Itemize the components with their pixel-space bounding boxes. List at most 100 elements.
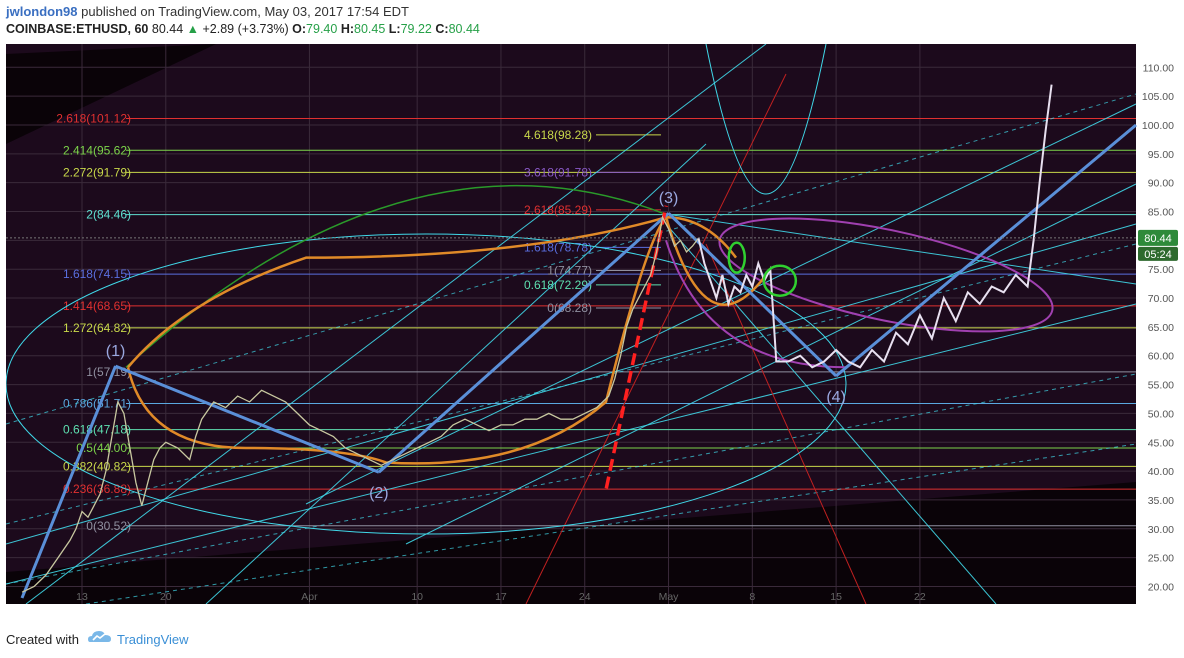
fib-level-label: 1(57.19) [86,365,131,379]
x-tick-label: 13 [76,591,88,603]
x-tick-label: 20 [160,591,172,603]
y-tick-label: 75.00 [1148,264,1174,276]
cyan-trendline [205,143,707,605]
low-label: L: [388,22,401,36]
green-circle-marker [762,264,798,297]
y-tick-label: 85.00 [1148,207,1174,219]
tradingview-link[interactable]: TradingView [117,632,189,647]
publish-info: published on TradingView.com, May 03, 20… [81,4,409,19]
y-tick-label: 100.00 [1142,120,1174,132]
cyan-trendline [25,43,767,605]
fib-extension-label: 2.618(85.29) [524,203,592,217]
footer: Created with TradingView [0,622,1184,658]
chart-area[interactable]: 20.00 25.00 30.00 35.00 40.00 45.00 50.00 55.00… [5,43,1182,605]
y-tick-label: 25.00 [1148,553,1174,565]
countdown-tag [1138,246,1178,261]
green-circle-marker [727,241,747,274]
y-tick-label: 45.00 [1148,437,1174,449]
x-tick-label: 15 [830,591,842,603]
cyan-trendline [665,213,1137,285]
orange-arc-upper [127,216,738,369]
x-tick-label: May [659,591,680,603]
low-value: 79.22 [400,22,432,36]
cyan-dashed-line [5,243,1137,525]
wave-line [20,365,117,599]
wave-label: (1) [106,343,126,360]
wave-label: (2) [369,485,389,502]
projection-path [697,84,1053,369]
fib-extension-label: 1(74.77) [547,264,592,278]
fib-extension-label: 0.618(72.29) [524,278,592,292]
y-tick-label: 65.00 [1148,322,1174,334]
y-tick-label: 95.00 [1148,149,1174,161]
dark-wedge-top [6,44,216,144]
price-line [21,215,700,593]
x-tick-label: 22 [914,591,926,603]
publish-line: jwlondon98 published on TradingView.com,… [6,4,409,19]
up-arrow-icon: ▲ [186,22,200,36]
price-chart[interactable]: 20.00 25.00 30.00 35.00 40.00 45.00 50.00 55.00… [5,43,1182,605]
tradingview-logo-icon [88,631,111,642]
fib-extension-label: 1.618(78.78) [524,240,592,254]
purple-arc [665,240,847,369]
wave-line-extension [835,123,1137,378]
last-price: 80.44 [151,22,184,36]
fib-extension-label: 4.618(98.28) [524,128,592,142]
open-value: 79.40 [306,22,338,36]
y-tick-label: 105.00 [1142,91,1174,103]
fib-level-label: 2.272(91.79) [63,165,131,179]
fib-level-label: 0.382(40.82) [63,459,131,473]
current-price-tag [1138,229,1178,246]
y-tick-label: 35.00 [1148,495,1174,507]
y-tick-label: 70.00 [1148,293,1174,305]
author-link[interactable]: jwlondon98 [6,4,78,19]
fib-level-label: 1.414(68.65) [63,299,131,313]
cyan-trendline [405,183,1137,545]
y-tick-label: 60.00 [1148,351,1174,363]
fib-level-label: 0.618(47.18) [63,423,131,437]
close-label: C: [435,22,449,36]
wave-label: (3) [659,190,679,207]
y-tick-label: 30.00 [1148,524,1174,536]
fib-level-label: 1.272(64.82) [63,321,131,335]
wave-label: (4) [826,389,846,406]
cyan-trendline [5,303,1137,585]
fib-level-label: 1.618(74.15) [63,267,131,281]
open-label: O: [292,22,307,36]
price-change: +2.89 (+3.73%) [202,22,289,36]
fib-extension-label: 3.618(91.78) [524,165,592,179]
wave-line [377,212,670,474]
cyan-arc [705,43,827,195]
chart-header: jwlondon98 published on TradingView.com,… [0,0,1184,44]
y-tick-label: 20.00 [1148,581,1174,593]
high-label: H: [340,22,355,36]
x-tick-label: Apr [301,591,318,603]
cyan-dashed-line [85,443,1137,605]
symbol-line: COINBASE:ETHUSD, 60 80.44 ▲ +2.89 (+3.73… [6,22,480,36]
cyan-trendline [665,223,997,605]
red-trendline [525,73,787,605]
price-axis-background [1136,44,1182,604]
y-tick-label: 90.00 [1148,178,1174,190]
orange-arc [126,214,768,465]
fib-level-label: 0.236(36.88) [63,482,131,496]
wave-line [114,364,380,474]
created-with-label: Created with [6,632,79,647]
y-tick-label: 40.00 [1148,466,1174,478]
x-tick-label: 24 [579,591,591,603]
close-value: 80.44 [448,22,480,36]
fib-level-label: 0(30.52) [86,519,131,533]
fib-level-label: 0.786(51.71) [63,397,131,411]
high-value: 80.45 [354,22,386,36]
current-price-value: 80.44 [1144,233,1172,245]
x-tick-label: 10 [411,591,423,603]
y-tick-label: 50.00 [1148,408,1174,420]
cyan-arc [5,233,847,535]
x-tick-label: 8 [749,591,755,603]
countdown-value: 05:24 [1144,249,1172,261]
y-tick-label: 110.00 [1143,62,1174,74]
fib-level-label: 2.414(95.62) [63,143,131,157]
y-tick-label: 55.00 [1148,380,1174,392]
symbol-name: COINBASE:ETHUSD, 60 [6,22,149,36]
fib-level-label: 2(84.46) [86,208,131,222]
